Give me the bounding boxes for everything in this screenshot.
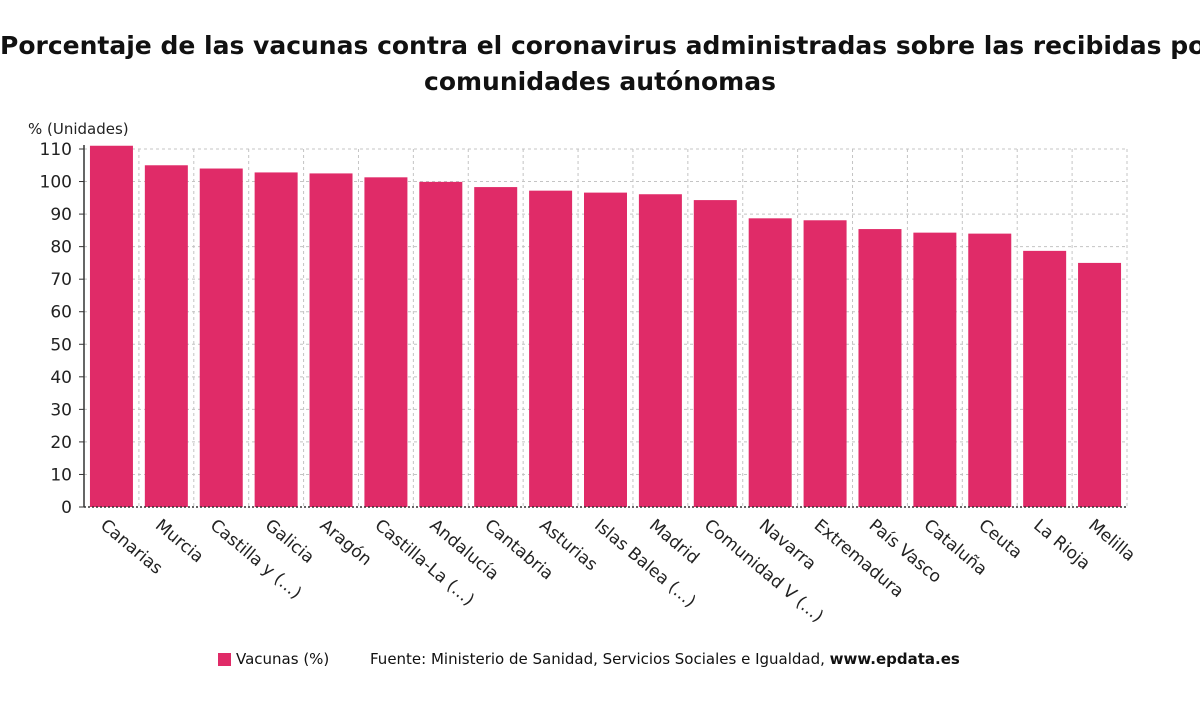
source-note: Fuente: Ministerio de Sanidad, Servicios… — [370, 650, 960, 668]
y-tick-label-60: 60 — [50, 303, 72, 323]
x-tick-label-5: Castilla-La (...) — [371, 516, 478, 611]
y-tick-label-0: 0 — [61, 498, 72, 518]
bar-8 — [529, 190, 573, 507]
y-tick-label-70: 70 — [50, 270, 72, 290]
bar-13 — [803, 220, 847, 508]
y-tick-label-20: 20 — [50, 433, 72, 453]
y-tick-label-40: 40 — [50, 368, 72, 388]
legend: Vacunas (%) — [218, 650, 329, 668]
source-text: Fuente: Ministerio de Sanidad, Servicios… — [370, 650, 825, 668]
chart-title-line-1: Porcentaje de las vacunas contra el coro… — [0, 31, 1200, 60]
bar-18 — [1078, 262, 1122, 507]
y-tick-label-80: 80 — [50, 238, 72, 258]
bar-6 — [419, 181, 463, 507]
y-axis-label: % (Unidades) — [28, 120, 129, 138]
x-tick-label-4: Aragón — [316, 516, 376, 571]
bar-15 — [913, 232, 957, 507]
legend-label: Vacunas (%) — [236, 650, 330, 668]
bar-17 — [1023, 250, 1067, 507]
y-tick-label-90: 90 — [50, 205, 72, 225]
bar-3 — [254, 172, 298, 507]
y-tick-label-10: 10 — [50, 465, 72, 485]
bar-7 — [474, 187, 518, 507]
bar-2 — [199, 168, 243, 507]
x-tick-label-16: Ceuta — [975, 516, 1026, 564]
chart-title-line-2: comunidades autónomas — [424, 67, 776, 96]
bar-4 — [309, 173, 353, 507]
chart-title: Porcentaje de las vacunas contra el coro… — [0, 28, 1200, 100]
bar-16 — [968, 233, 1012, 508]
y-tick-label-50: 50 — [50, 335, 72, 355]
y-tick-label-30: 30 — [50, 400, 72, 420]
bar-9 — [584, 192, 627, 508]
y-tick-label-100: 100 — [40, 173, 72, 193]
bar-11 — [693, 200, 737, 507]
source-site: www.epdata.es — [829, 650, 960, 668]
bar-10 — [638, 194, 682, 508]
bar-5 — [364, 177, 408, 507]
bar-12 — [748, 218, 792, 507]
legend-swatch — [218, 652, 231, 666]
bar-14 — [858, 229, 902, 507]
bar-1 — [144, 165, 188, 508]
y-tick-label-110: 110 — [40, 140, 72, 160]
x-tick-label-17: La Rioja — [1029, 516, 1093, 575]
bar-0 — [89, 145, 133, 507]
